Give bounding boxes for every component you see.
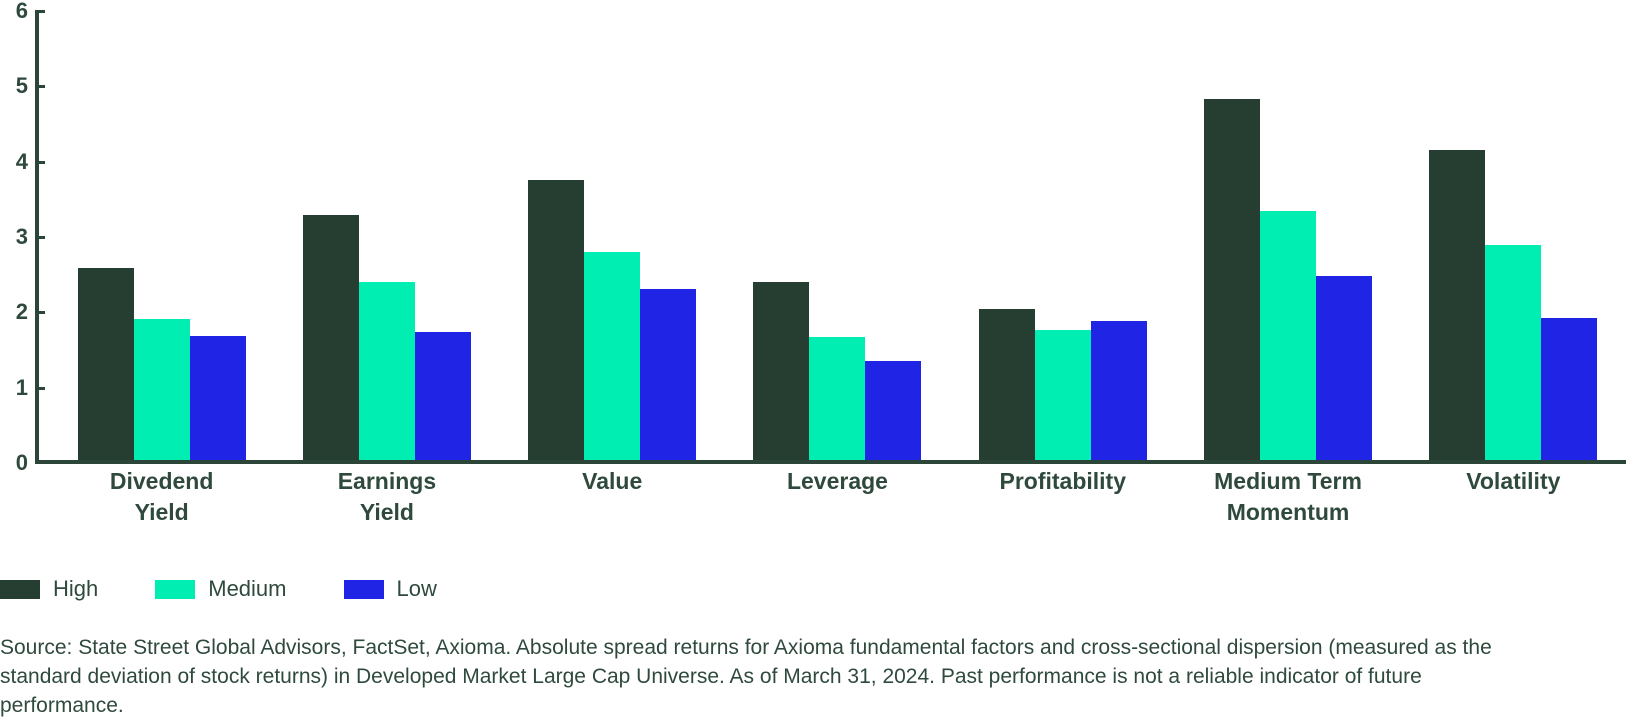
bar-low-6 [1316, 276, 1373, 460]
bar-medium-3 [584, 252, 641, 460]
bar-high-5 [978, 308, 1035, 460]
legend-swatch-medium [155, 579, 196, 599]
category-label-value: Value [500, 466, 725, 528]
y-tick-mark-1 [35, 386, 45, 390]
legend-item-high: High [0, 577, 98, 601]
bar-medium-2 [358, 282, 415, 460]
category-label-leverage: Leverage [725, 466, 950, 528]
source-note: Source: State Street Global Advisors, Fa… [0, 636, 1492, 717]
legend-label-low: Low [396, 576, 437, 601]
category-label-earnings-yield: Earnings Yield [274, 466, 499, 528]
legend-swatch-high [0, 579, 40, 599]
y-tick-label-6: 6 [15, 0, 28, 23]
y-tick-mark-6 [35, 10, 45, 13]
bar-group-value [500, 0, 725, 460]
legend: High Medium Low [0, 576, 1626, 601]
y-tick-mark-3 [35, 236, 45, 239]
bar-low-7 [1541, 318, 1598, 460]
category-label-line: Momentum [1226, 499, 1350, 525]
y-tick-mark-4 [35, 160, 45, 164]
y-tick-label-5: 5 [15, 73, 28, 99]
bar-low-2 [414, 331, 471, 460]
bar-medium-7 [1485, 245, 1542, 460]
legend-label-high: High [53, 576, 99, 601]
y-tick-label-0: 0 [15, 450, 28, 475]
category-label-line: Medium Term [1214, 468, 1362, 494]
legend-item-medium: Medium [155, 576, 287, 601]
category-label-divedend-yield: Divedend Yield [49, 466, 274, 528]
bar-group-volatility [1401, 0, 1626, 460]
bar-group-medium-term-momentum [1175, 0, 1400, 460]
category-label-line: Earnings [337, 468, 437, 494]
category-label-line: Value [582, 468, 643, 494]
bar-medium-6 [1260, 210, 1317, 460]
bar-chart: 0 1 2 3 4 5 6 Divedend Yield Earnings Yield Value L… [15, 0, 1626, 528]
category-label-line: Profitability [999, 468, 1127, 494]
bar-high-6 [1204, 99, 1261, 460]
bar-low-5 [1090, 321, 1147, 460]
legend-swatch-low [343, 579, 384, 599]
category-label-line: Divedend [109, 468, 214, 494]
bar-group-earnings-yield [274, 0, 499, 460]
x-axis-line [35, 460, 1626, 464]
y-tick-label-1: 1 [15, 374, 28, 400]
category-label-medium-term-momentum: Medium Term Momentum [1175, 466, 1400, 528]
bar-high-2 [302, 215, 359, 460]
bar-low-3 [640, 289, 697, 460]
bar-high-1 [77, 267, 134, 460]
bar-high-3 [528, 179, 585, 460]
bar-group-leverage [725, 0, 950, 460]
category-label-line: Volatility [1466, 468, 1561, 494]
bar-high-4 [753, 282, 810, 460]
bar-medium-4 [809, 337, 866, 460]
y-tick-label-4: 4 [15, 148, 28, 174]
category-label-profitability: Profitability [950, 466, 1175, 528]
y-tick-mark-2 [35, 311, 45, 315]
bar-group-profitability [950, 0, 1175, 460]
bar-medium-5 [1034, 329, 1091, 460]
bar-medium-1 [133, 319, 190, 460]
bar-group-divedend-yield [49, 0, 274, 460]
bar-groups [35, 0, 1626, 460]
category-label-line: Yield [134, 499, 189, 525]
category-label-line: Leverage [786, 468, 888, 494]
y-tick-label-3: 3 [15, 224, 28, 249]
legend-label-medium: Medium [208, 576, 287, 601]
category-labels: Divedend Yield Earnings Yield Value Leverage P… [35, 466, 1626, 528]
category-label-volatility: Volatility [1401, 466, 1626, 528]
bar-low-1 [189, 335, 246, 460]
y-tick-mark-5 [35, 85, 45, 89]
bar-low-4 [865, 361, 922, 460]
y-tick-label-2: 2 [15, 299, 28, 325]
category-label-line: Yield [359, 499, 414, 525]
legend-item-low: Low [343, 576, 437, 601]
bar-high-7 [1429, 149, 1486, 460]
